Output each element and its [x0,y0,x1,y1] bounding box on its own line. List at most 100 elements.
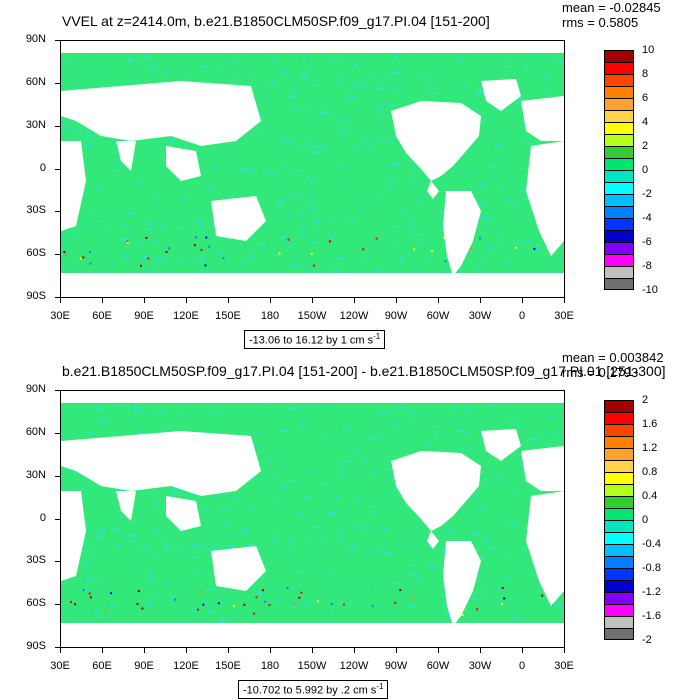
colorbar-swatch [604,146,634,158]
colorbar-swatch [604,460,634,472]
colorbar-tick-label: 8 [642,68,649,80]
colorbar-swatch [604,472,634,484]
longitude-tick-label: 30W [468,660,492,672]
colorbar-tick-label: -1.6 [642,610,661,622]
longitude-tick-label: 150E [215,310,241,322]
colorbar-swatch [604,448,634,460]
land-mass [166,496,201,531]
land-mass [61,431,261,496]
land-mass [61,81,261,146]
land-mass [521,446,564,491]
land-mass [61,273,564,297]
colorbar-swatch [604,62,634,74]
colorbar-tick-label: 1.2 [642,442,658,454]
colorbar-swatch [604,74,634,86]
colorbar-swatch [604,98,634,110]
colorbar-swatch [604,206,634,218]
colorbar-swatch [604,218,634,230]
longitude-tick-label: 90W [384,660,408,672]
longitude-tick-label: 90E [134,310,154,322]
colorbar-swatch [604,86,634,98]
latitude-tick-label: 0 [39,161,46,174]
longitude-tick-label: 30W [468,310,492,322]
latitude-tick-label: 30N [25,118,46,131]
colorbar-swatch [604,400,634,412]
land-mass [521,96,564,141]
longitude-tick-label: 30E [50,310,70,322]
colorbar-swatch [604,158,634,170]
colorbar-tick-label: 0.4 [642,490,658,502]
land-mass [526,491,564,606]
rms-value: rms = 0.5805 [562,15,639,30]
longitude-tick-label: 30E [554,660,574,672]
colorbar-swatch [604,568,634,580]
land-mass [116,491,136,521]
longitude-tick-label: 180 [260,660,280,672]
land-mass [211,546,266,591]
colorbar-swatch [604,110,634,122]
longitude-tick-label: 90E [134,660,154,672]
land-mass [61,623,564,647]
colorbar-tick-label: -4 [642,212,652,224]
longitude-tick-label: 30E [554,310,574,322]
longitude-tick-label: 150W [297,310,327,322]
land-mass [61,141,86,231]
colorbar-tick-label: -8 [642,260,652,272]
colorbar-tick-label: -2 [642,634,652,646]
longitude-tick-label: 120W [339,310,369,322]
longitude-tick-label: 180 [260,310,280,322]
colorbar-tick-label: 2 [642,394,649,406]
longitude-tick-label: 60E [92,660,112,672]
colorbar-tick-label: -0.8 [642,562,661,574]
land-mass [427,531,439,549]
land-mass [427,181,439,199]
land-mass [443,191,481,276]
colorbar-swatch [604,436,634,448]
latitude-tick-label: 0 [39,511,46,524]
latitude-tick-label: 30S [26,554,46,567]
land-mass [481,429,521,461]
colorbar-swatch [604,556,634,568]
colorbar-tick-label: -2 [642,188,652,200]
colorbar-tick-label: 1.6 [642,418,658,430]
colorbar-swatch [604,520,634,532]
latitude-tick-label: 60N [25,425,46,438]
longitude-tick-label: 90W [384,310,408,322]
colorbar-swatch [604,170,634,182]
map-title: b.e21.B1850CLM50SP.f09_g17.PI.04 [151-20… [62,363,666,379]
rms-value: rms = 0.1793 [562,365,639,380]
latitude-tick-label: 90N [25,383,46,395]
map-plot [60,40,565,298]
colorbar-swatch [604,50,634,62]
longitude-tick-label: 30E [50,660,70,672]
latitude-tick-label: 30N [25,468,46,481]
colorbar-swatch [604,484,634,496]
colorbar-swatch [604,544,634,556]
colorbar-swatch [604,194,634,206]
ocean-field-map [61,41,564,297]
longitude-tick-label: 60W [426,310,450,322]
panel-top: VVEL at z=2414.0m, b.e21.B1850CLM50SP.f0… [25,0,661,349]
colorbar-tick-label: 6 [642,92,649,104]
longitude-tick-label: 120W [339,660,369,672]
colorbar-swatch [604,496,634,508]
colorbar-tick-label: 0 [642,164,649,176]
latitude-tick-label: 90N [25,33,46,45]
colorbar-tick-label: -0.4 [642,538,661,550]
longitude-tick-label: 150W [297,660,327,672]
colorbar-tick-label: -10 [642,284,658,296]
contour-range-label: -10.702 to 5.992 by .2 cm s-1 [238,680,389,699]
latitude-tick-label: 60N [25,75,46,88]
colorbar-tick-label: -6 [642,236,652,248]
colorbar-swatch [604,122,634,134]
colorbar-swatch [604,424,634,436]
mean-value: mean = 0.003842 [562,350,664,365]
land-mass [61,41,564,53]
longitude-tick-label: 120E [173,310,199,322]
land-mass [61,391,564,403]
colorbar-swatch [604,604,634,616]
colorbar [604,50,634,290]
mean-value: mean = -0.02845 [562,0,661,15]
colorbar-swatch [604,580,634,592]
longitude-tick-label: 120E [173,660,199,672]
